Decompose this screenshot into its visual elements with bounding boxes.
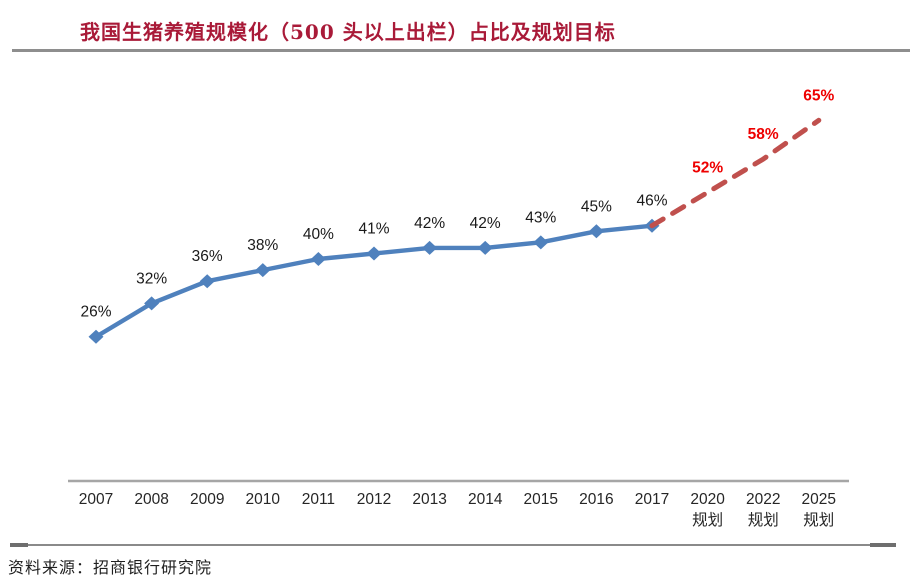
data-point-marker: [88, 329, 104, 344]
data-point-marker: [199, 274, 215, 289]
x-axis-tick: 2020: [690, 491, 725, 508]
data-point-label: 38%: [247, 237, 278, 254]
source-note: 资料来源：招商银行研究院: [8, 558, 213, 577]
x-axis-tick: 2012: [357, 491, 391, 508]
data-point-label: 43%: [525, 209, 556, 226]
footer-divider-line: [10, 544, 896, 546]
title-divider: [12, 49, 910, 52]
x-axis-tick: 2010: [246, 491, 281, 508]
data-point-label: 26%: [80, 304, 111, 321]
data-point-label: 41%: [358, 220, 389, 237]
data-point-label: 36%: [192, 248, 223, 265]
x-axis-tick: 2008: [134, 491, 168, 508]
x-axis-tick: 2022: [746, 491, 780, 508]
x-axis-tick: 2017: [635, 491, 669, 508]
data-point-label: 46%: [636, 193, 667, 210]
data-point-marker: [255, 263, 271, 278]
data-point-marker: [144, 296, 160, 311]
x-axis-tick-sublabel: 规划: [748, 511, 779, 529]
data-point-marker: [588, 224, 604, 239]
data-point-marker: [477, 240, 493, 255]
data-point-marker: [366, 246, 382, 261]
x-axis-tick: 2007: [79, 491, 113, 508]
data-point-label: 65%: [803, 87, 834, 104]
data-point-label: 52%: [692, 159, 723, 176]
x-axis-tick: 2013: [412, 491, 446, 508]
x-axis-tick: 2015: [524, 491, 558, 508]
data-point-label: 42%: [470, 215, 501, 232]
x-axis-tick-sublabel: 规划: [803, 511, 834, 529]
x-axis-tick-sublabel: 规划: [692, 511, 723, 529]
x-axis-tick: 2016: [579, 491, 613, 508]
data-point-label: 40%: [303, 226, 334, 243]
x-axis-tick: 2014: [468, 491, 503, 508]
data-point-label: 32%: [136, 270, 167, 287]
data-point-marker: [422, 240, 438, 255]
historic-series-line: [94, 223, 653, 339]
footer-divider-right-cap: [870, 543, 896, 547]
data-point-label: 42%: [414, 215, 445, 232]
data-point-label: 58%: [748, 126, 779, 143]
x-axis-tick: 2011: [302, 491, 335, 508]
footer-divider-left-cap: [10, 543, 28, 547]
data-point-marker: [310, 252, 326, 266]
data-point-label: 45%: [581, 198, 612, 215]
x-axis-tick: 2009: [190, 491, 224, 508]
x-axis-tick: 2025: [802, 491, 836, 508]
plan-series-line: [649, 117, 822, 229]
chart-title: 我国生猪养殖规模化（500 头以上出栏）占比及规划目标: [80, 20, 616, 44]
data-point-marker: [533, 235, 549, 250]
footer-divider: [10, 543, 896, 547]
